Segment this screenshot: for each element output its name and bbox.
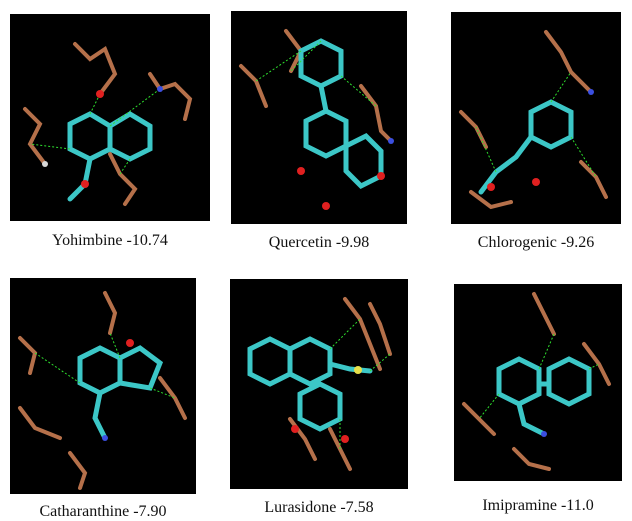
caption-imipramine: Imipramine -11.0 xyxy=(482,497,594,514)
molecule-render xyxy=(462,292,611,471)
docking-image-lurasidone xyxy=(230,279,408,489)
docking-image-quercetin xyxy=(231,11,407,224)
docking-image-chlorogenic xyxy=(451,12,621,224)
caption-quercetin: Quercetin -9.98 xyxy=(268,234,370,251)
caption-yohimbine: Yohimbine -10.74 xyxy=(52,232,168,249)
molecule-render xyxy=(23,42,193,206)
caption-chlorogenic: Chlorogenic -9.26 xyxy=(477,234,595,251)
docking-image-yohimbine xyxy=(10,14,210,221)
molecule-render xyxy=(247,297,392,471)
molecule-render xyxy=(459,30,608,210)
caption-lurasidone: Lurasidone -7.58 xyxy=(264,499,374,516)
docking-image-imipramine xyxy=(454,284,622,481)
molecule-render xyxy=(239,29,394,210)
docking-image-catharanthine xyxy=(10,278,196,494)
caption-catharanthine: Catharanthine -7.90 xyxy=(39,503,167,520)
molecule-render xyxy=(18,291,187,490)
